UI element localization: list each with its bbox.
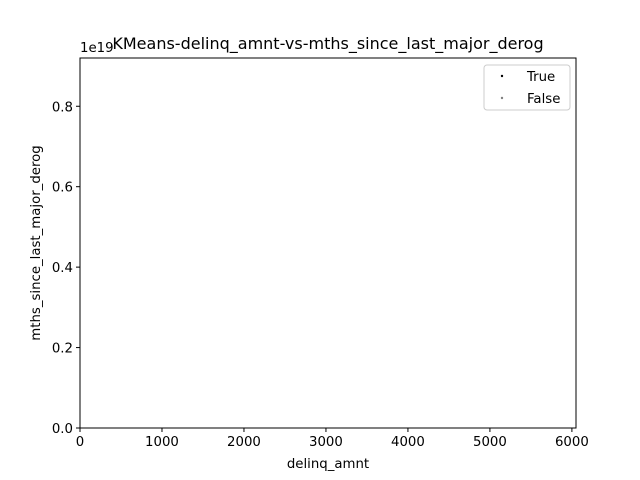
x-tick-label: 6000 bbox=[555, 435, 589, 450]
y-tick-label: 0.0 bbox=[52, 422, 73, 437]
y-axis-offset-text: 1e19 bbox=[80, 41, 114, 56]
x-tick-label: 4000 bbox=[391, 435, 425, 450]
legend-marker-false bbox=[500, 96, 504, 100]
legend: True False bbox=[483, 64, 571, 111]
x-tick-label: 0 bbox=[76, 435, 84, 450]
y-tick-label: 0.8 bbox=[52, 100, 73, 115]
legend-marker-true bbox=[500, 74, 504, 78]
chart-title: KMeans-delinq_amnt-vs-mths_since_last_ma… bbox=[112, 34, 543, 54]
y-tick-label: 0.2 bbox=[52, 342, 73, 357]
x-tick-label: 2000 bbox=[227, 435, 261, 450]
x-tick-label: 5000 bbox=[473, 435, 507, 450]
x-axis-label: delinq_amnt bbox=[287, 457, 369, 472]
legend-label-false: False bbox=[527, 92, 560, 107]
y-axis-ticks: 0.0 0.2 0.4 0.6 0.8 bbox=[52, 100, 80, 437]
x-tick-label: 1000 bbox=[145, 435, 179, 450]
legend-box bbox=[483, 64, 571, 111]
y-tick-label: 0.6 bbox=[52, 181, 73, 196]
plot-area bbox=[79, 57, 577, 429]
y-tick-label: 0.4 bbox=[52, 261, 73, 276]
y-axis-label: mths_since_last_major_derog bbox=[29, 145, 44, 340]
x-tick-label: 3000 bbox=[309, 435, 343, 450]
legend-label-true: True bbox=[526, 70, 555, 85]
x-axis-ticks: 0 1000 2000 3000 4000 5000 6000 bbox=[76, 428, 589, 450]
